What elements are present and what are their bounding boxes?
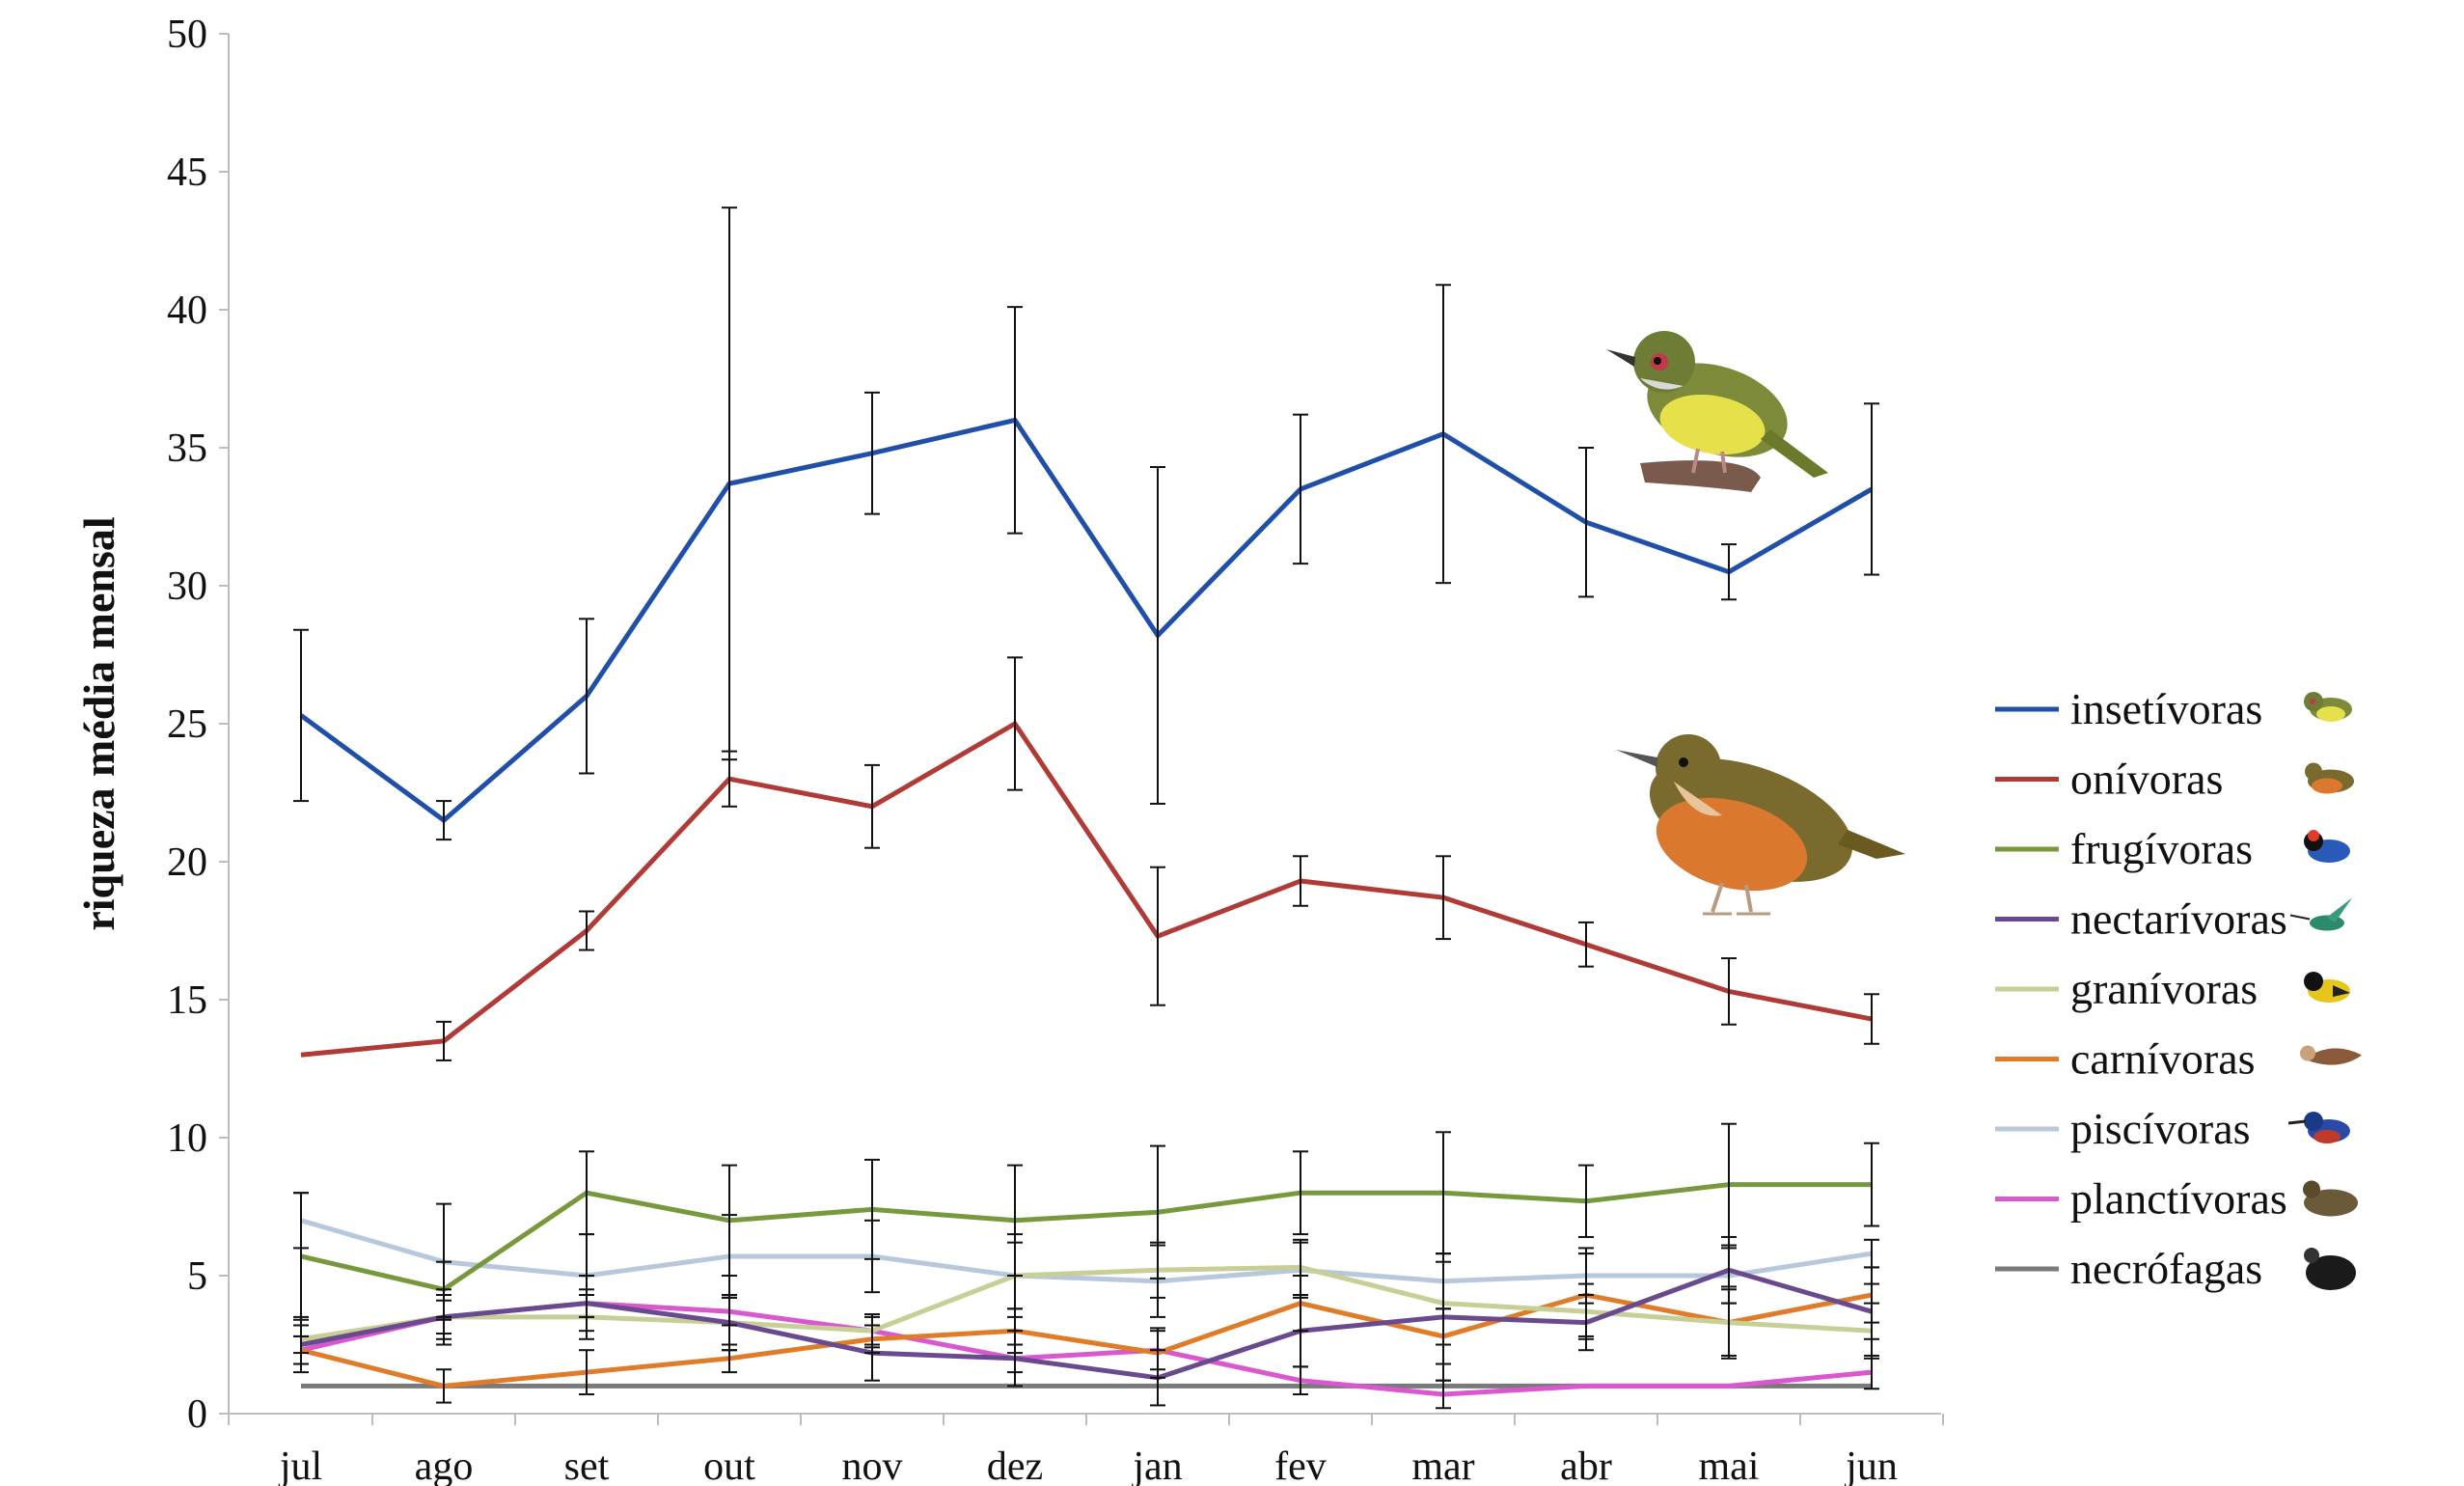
legend-label: onívoras: [2070, 755, 2223, 804]
y-tick-label: 15: [167, 978, 207, 1023]
colorful-bird-icon: [2304, 830, 2350, 863]
x-tick-label: fev: [1274, 1445, 1327, 1486]
legend-label: nectarívoras: [2070, 894, 2287, 944]
legend: insetívoras onívoras frugívoras nectarívora…: [1995, 684, 2362, 1293]
vulture-icon: [2304, 1248, 2356, 1290]
legend-label: frugívoras: [2070, 824, 2253, 873]
x-tick-label: out: [703, 1445, 755, 1486]
y-axis-label: riqueza média mensal: [74, 516, 123, 930]
legend-label: planctívoras: [2070, 1174, 2287, 1224]
y-tick-label: 30: [167, 564, 207, 609]
y-tick-label: 20: [167, 840, 207, 885]
x-tick-label: dez: [987, 1445, 1043, 1486]
duck-icon: [2303, 1180, 2358, 1217]
legend-label: piscívoras: [2070, 1104, 2251, 1153]
series-layer: [299, 417, 1874, 1397]
y-tick-label: 35: [167, 427, 207, 471]
legend-label: necrófagas: [2070, 1244, 2262, 1293]
series-line-4: [300, 1267, 1873, 1381]
y-tick-label: 45: [167, 151, 207, 195]
x-tick-label: jun: [1844, 1445, 1898, 1486]
x-tick-label: mar: [1411, 1445, 1474, 1486]
series-line-1: [299, 417, 1874, 823]
y-tick-label: 25: [167, 702, 207, 747]
x-tick-label: set: [564, 1445, 610, 1486]
yellow-black-bird-icon: [2304, 972, 2350, 1003]
x-tick-label: jul: [278, 1445, 322, 1486]
kingfisher-icon: [2287, 1112, 2350, 1143]
legend-label: insetívoras: [2070, 684, 2262, 733]
legend-label: carnívoras: [2070, 1034, 2256, 1084]
hawk-icon: [2300, 1045, 2362, 1065]
x-tick-label: mai: [1699, 1445, 1760, 1486]
x-tick-label: ago: [415, 1445, 474, 1486]
x-tick-label: abr: [1560, 1445, 1612, 1486]
series-line-6: [300, 1292, 1873, 1389]
y-tick-label: 40: [167, 289, 207, 333]
error-bars: [293, 206, 1879, 1410]
x-tick-label: jan: [1131, 1445, 1182, 1486]
hummingbird-icon: [2289, 897, 2352, 931]
series-line-7: [300, 1218, 1873, 1284]
legend-label: granívoras: [2070, 964, 2258, 1013]
series-line-2: [300, 721, 1873, 1058]
y-tick-label: 50: [167, 13, 207, 57]
series-line-3: [300, 1182, 1872, 1292]
insectivore-bird-illustration: [1606, 331, 1828, 492]
x-axis-ticks: jul ago set out nov dez jan fev mar abr mai jun: [228, 1414, 1944, 1486]
thrush-icon: [2305, 762, 2354, 794]
y-tick-label: 0: [187, 1392, 207, 1437]
omnivore-thrush-illustration: [1616, 734, 1905, 916]
x-tick-label: nov: [842, 1445, 903, 1486]
y-tick-label: 10: [167, 1116, 207, 1161]
y-tick-label: 5: [187, 1254, 207, 1299]
y-axis-ticks: 0 5 10 15 20 25 30 35 40 45 50: [167, 13, 229, 1437]
small-green-yellow-bird-icon: [2304, 692, 2352, 722]
